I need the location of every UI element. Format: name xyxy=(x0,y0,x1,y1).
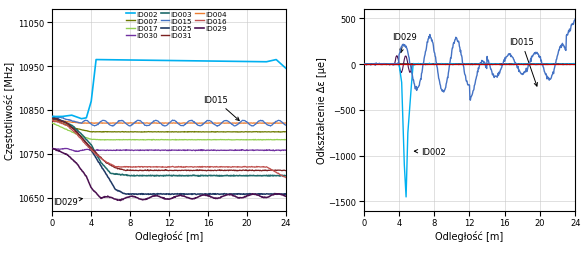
Text: ID029: ID029 xyxy=(53,197,83,206)
Text: ID002: ID002 xyxy=(414,147,446,156)
Text: ID015: ID015 xyxy=(509,38,537,87)
X-axis label: Odległość [m]: Odległość [m] xyxy=(135,230,203,241)
Y-axis label: Odkształcenie Δε [μe]: Odkształcenie Δε [μe] xyxy=(317,57,327,164)
Text: ID015: ID015 xyxy=(203,96,239,121)
Y-axis label: Częstotliwość [MHz]: Częstotliwość [MHz] xyxy=(5,62,16,159)
Text: ID029: ID029 xyxy=(392,33,417,53)
X-axis label: Odległość [m]: Odległość [m] xyxy=(435,230,504,241)
Legend: ID002, ID007, ID017, ID030, ID003, ID015, ID025, ID031, ID004, ID016, ID029: ID002, ID007, ID017, ID030, ID003, ID015… xyxy=(126,12,227,39)
